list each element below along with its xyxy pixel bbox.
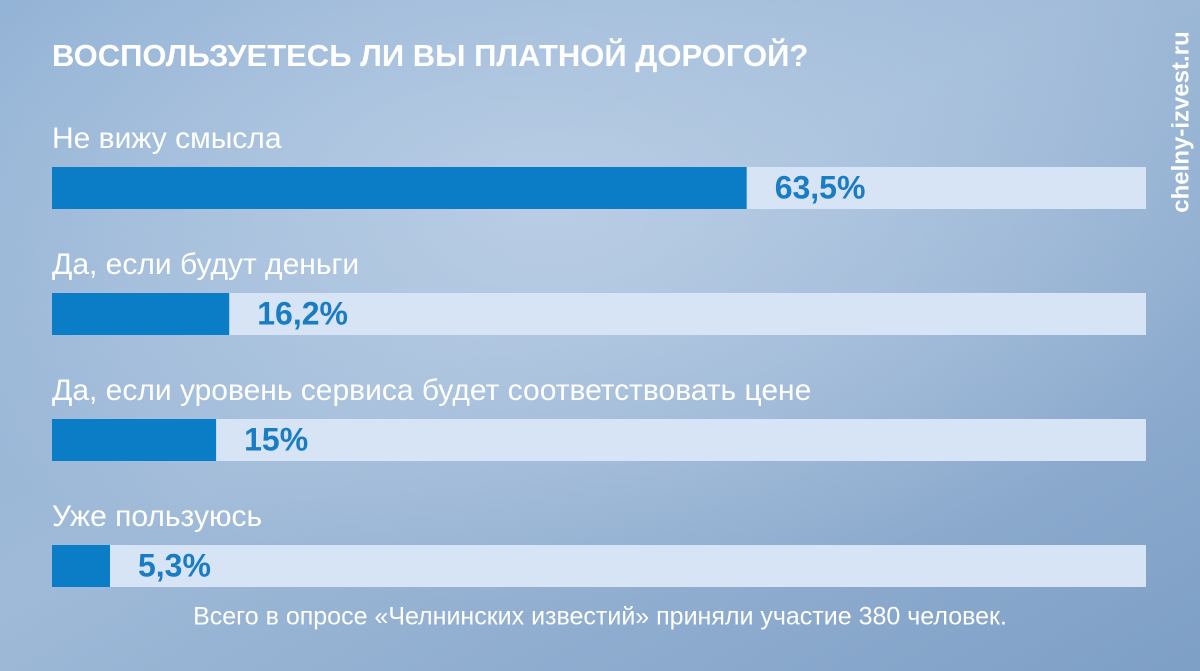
category-label: Да, если будут деньги: [52, 248, 359, 281]
bar-track: [52, 293, 1146, 335]
value-label: 5,3%: [138, 547, 211, 583]
watermark: chelny-izvest.ru: [1167, 31, 1194, 212]
bar-track: [52, 419, 1146, 461]
value-label: 16,2%: [257, 295, 348, 331]
bar: [52, 545, 110, 587]
bar: [52, 293, 230, 335]
bar: [52, 167, 747, 209]
bar: [52, 419, 217, 461]
category-label: Уже пользуюсь: [52, 500, 262, 533]
value-label: 63,5%: [775, 169, 866, 205]
value-label: 15%: [244, 421, 308, 457]
footnote: Всего в опросе «Челнинских известий» при…: [193, 603, 1007, 631]
chart-title: ВОСПОЛЬЗУЕТЕСЬ ЛИ ВЫ ПЛАТНОЙ ДОРОГОЙ?: [52, 37, 808, 73]
category-label: Не вижу смысла: [52, 122, 282, 155]
category-label: Да, если уровень сервиса будет соответст…: [52, 374, 811, 407]
bar-track: [52, 545, 1146, 587]
